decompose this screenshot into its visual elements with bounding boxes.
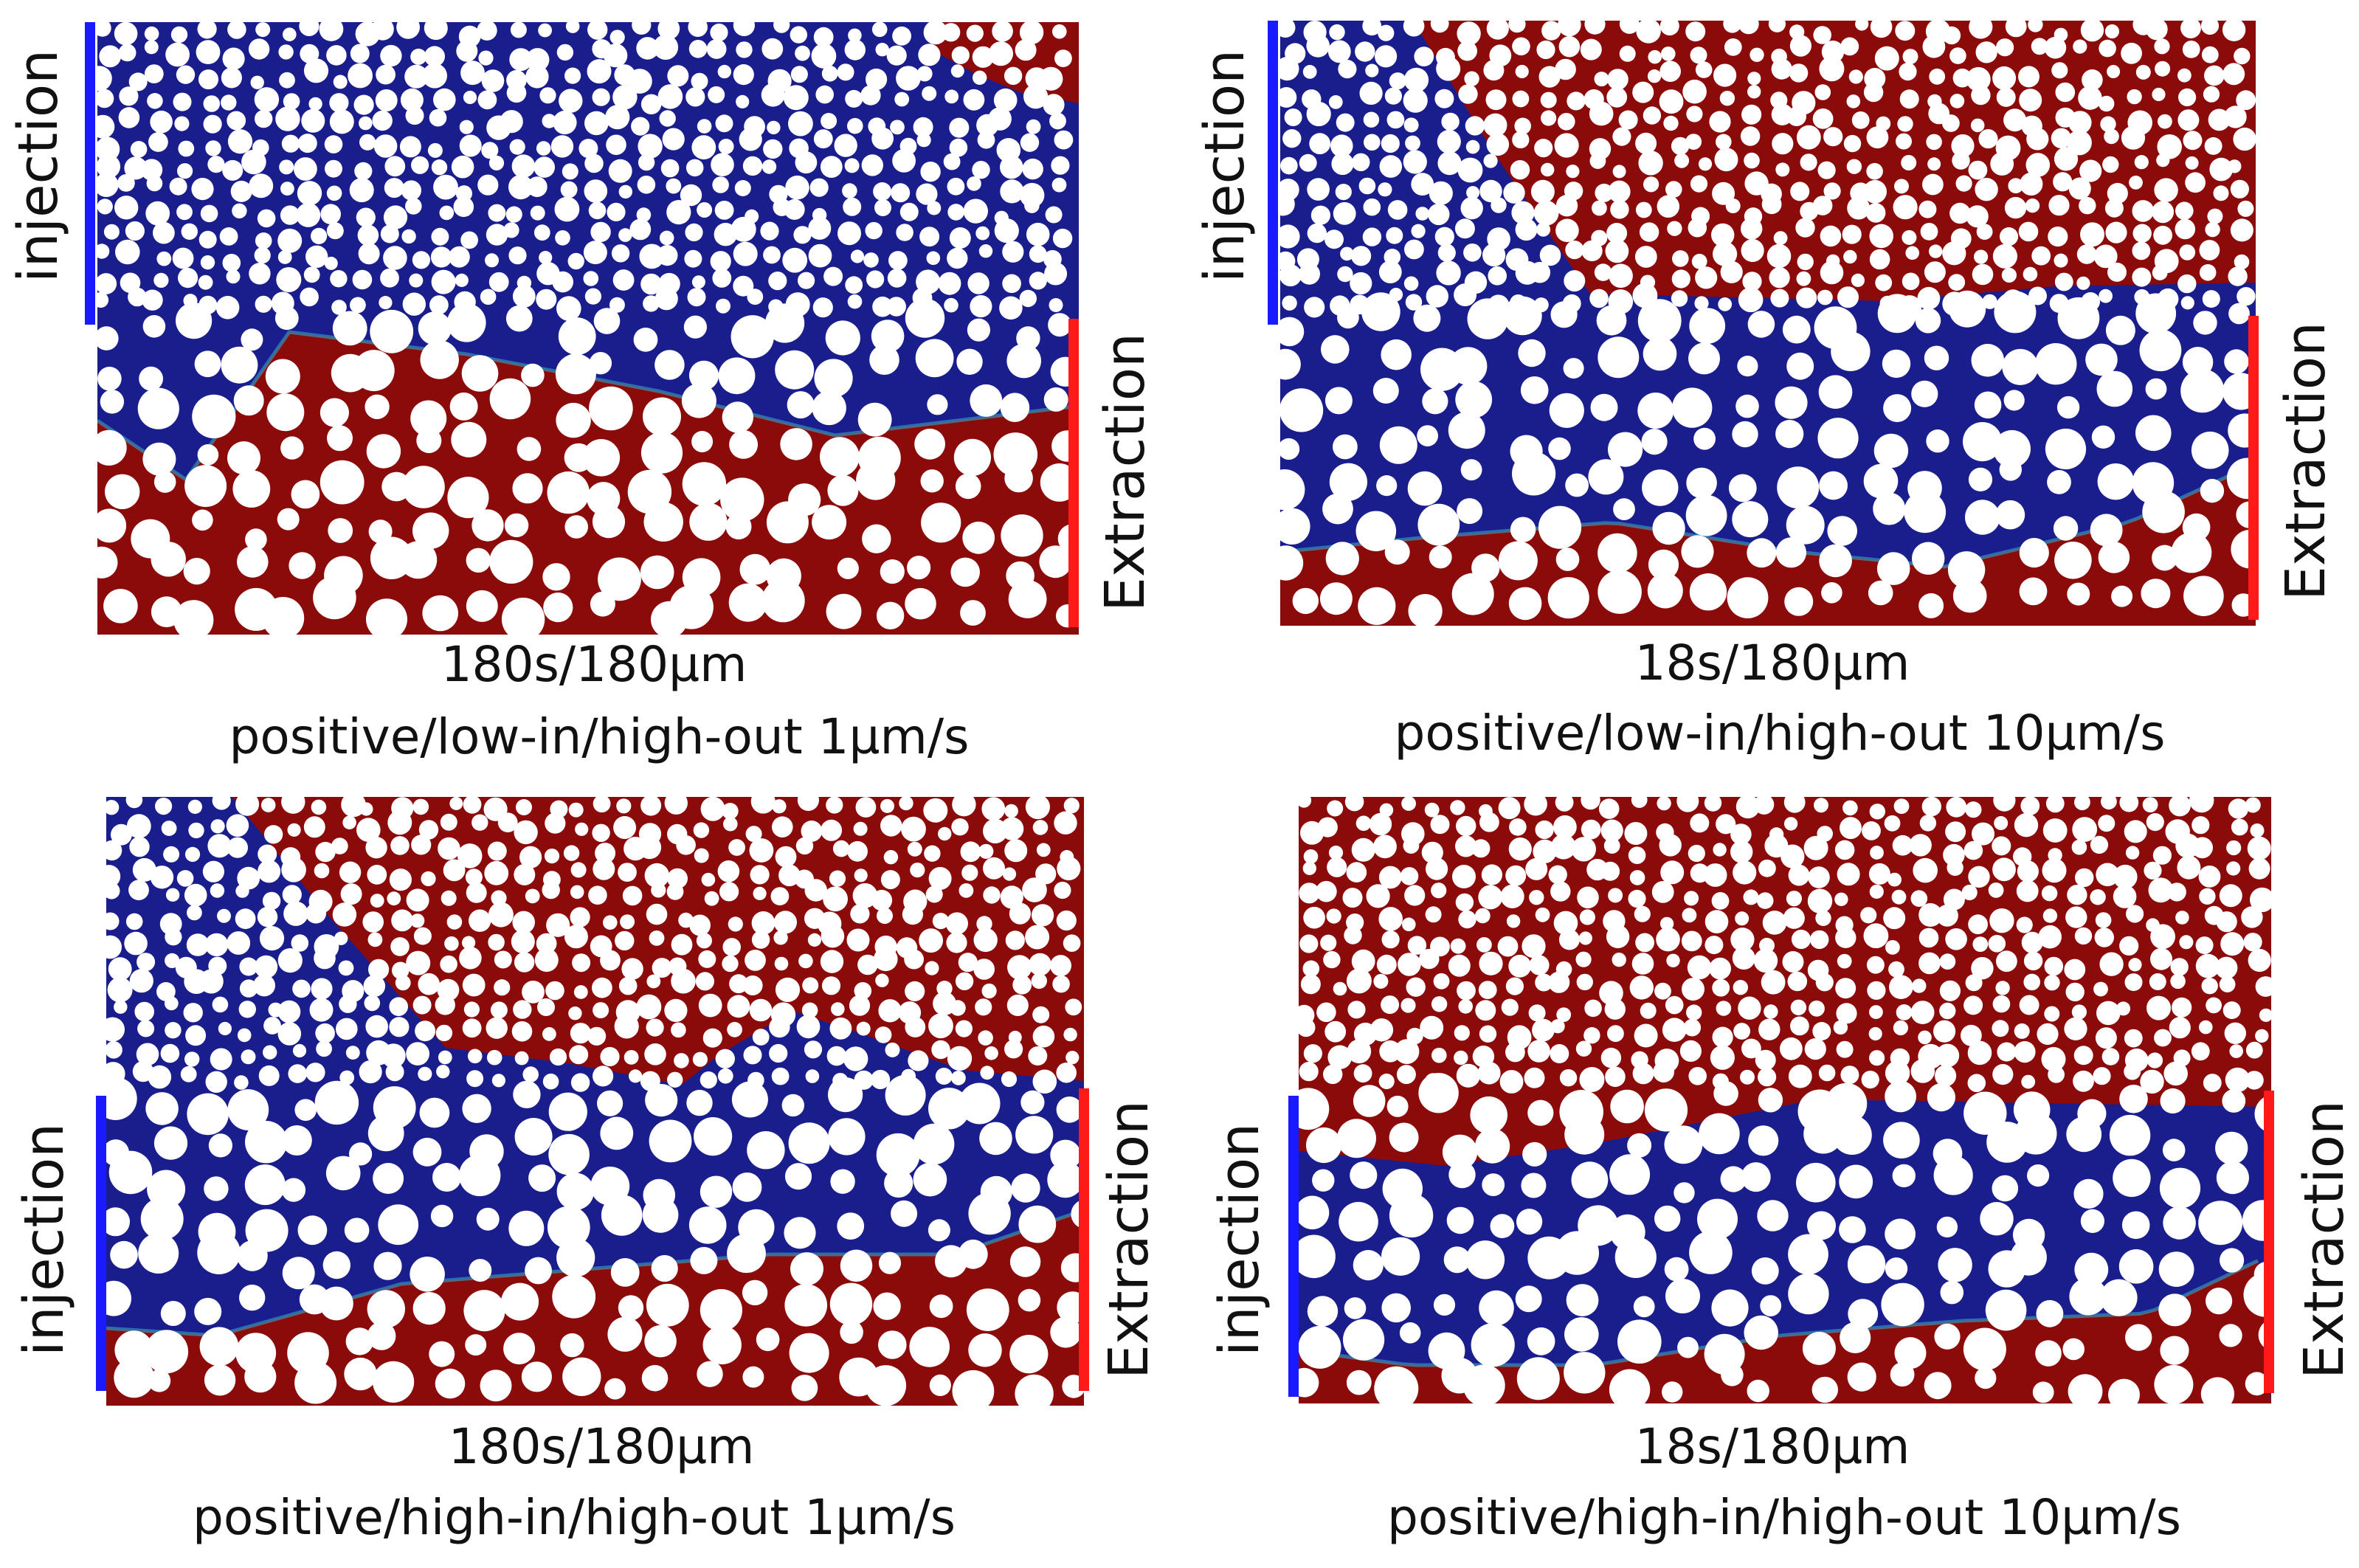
time-label: 18s/180µm bbox=[1634, 1418, 1910, 1475]
grain-field bbox=[1280, 290, 2256, 626]
extraction-bar bbox=[2264, 1091, 2274, 1393]
case-label: positive/high-in/high-out 1µm/s bbox=[192, 1489, 956, 1546]
saturation-field bbox=[1299, 797, 2271, 1403]
porous-media-simulation bbox=[1299, 797, 2271, 1403]
extraction-label: Extraction bbox=[2293, 1100, 2356, 1379]
grain-field bbox=[97, 298, 1079, 635]
displaced-front bbox=[1280, 463, 2256, 626]
grain-field bbox=[106, 797, 1082, 1094]
injection-label: injection bbox=[1208, 1123, 1271, 1356]
injection-bar bbox=[1268, 21, 1278, 325]
time-label: 180s/180µm bbox=[441, 636, 747, 693]
porous-media-simulation bbox=[97, 22, 1079, 635]
injection-label: injection bbox=[13, 1123, 76, 1356]
extraction-bar bbox=[2248, 316, 2259, 620]
injection-bar bbox=[96, 1096, 106, 1391]
grain-field bbox=[1299, 1073, 2271, 1403]
time-label: 18s/180µm bbox=[1634, 635, 1910, 691]
extraction-bar bbox=[1079, 1088, 1089, 1391]
extraction-label: Extraction bbox=[2274, 322, 2338, 601]
extraction-label: Extraction bbox=[1097, 1100, 1161, 1379]
extraction-bar bbox=[1068, 319, 1079, 627]
case-label: positive/high-in/high-out 10µm/s bbox=[1386, 1489, 2182, 1546]
porous-media-simulation bbox=[1280, 21, 2256, 626]
grain-field bbox=[97, 22, 1074, 321]
saturation-field bbox=[97, 22, 1079, 635]
case-label: positive/low-in/high-out 10µm/s bbox=[1394, 705, 2166, 761]
injection-label: injection bbox=[1193, 49, 1257, 283]
displaced-front bbox=[106, 1211, 1084, 1406]
grain-field bbox=[1299, 797, 2271, 1094]
interface-line bbox=[106, 1209, 1081, 1337]
injection-bar bbox=[1288, 1096, 1299, 1397]
porous-media-simulation bbox=[106, 797, 1084, 1406]
saturation-field bbox=[106, 797, 1084, 1406]
saturation-field bbox=[1280, 21, 2256, 626]
injection-bar bbox=[85, 22, 95, 325]
grain-field bbox=[1280, 21, 2256, 320]
case-label: positive/low-in/high-out 1µm/s bbox=[229, 708, 970, 765]
extraction-label: Extraction bbox=[1094, 333, 1157, 612]
grain-field bbox=[106, 1074, 1084, 1406]
injection-label: injection bbox=[7, 49, 70, 283]
time-label: 180s/180µm bbox=[448, 1418, 755, 1475]
